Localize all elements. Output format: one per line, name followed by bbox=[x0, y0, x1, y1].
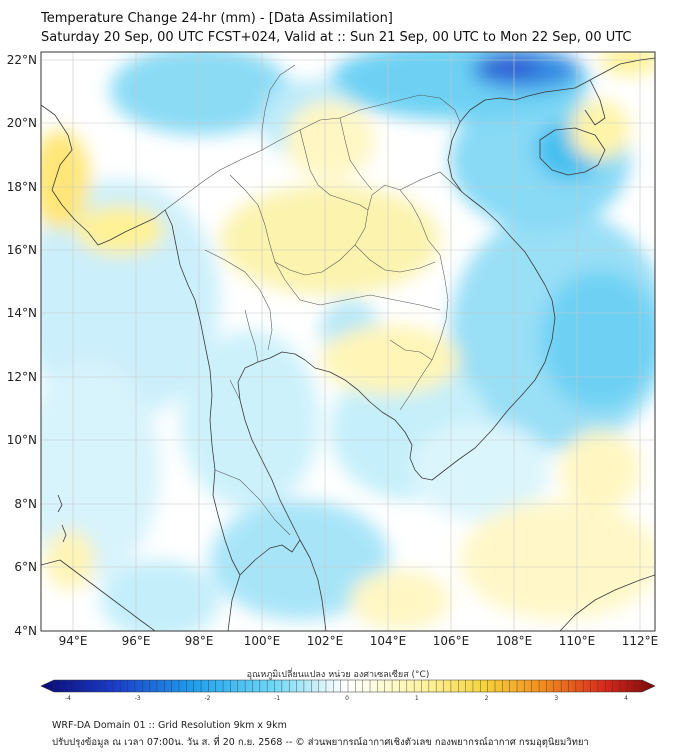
lat-label: 10°N bbox=[7, 433, 37, 447]
colorbar-tick-label: -2 bbox=[205, 695, 211, 700]
colorbar-divisions bbox=[53, 680, 643, 692]
lon-label: 110°E bbox=[559, 634, 596, 648]
colorbar-tick-label: -1 bbox=[274, 695, 280, 700]
lon-label: 106°E bbox=[433, 634, 470, 648]
colorbar-title: อุณหภูมิเปลี่ยนแปลง หน่วย องศาเซลเซียส (… bbox=[246, 670, 430, 680]
colorbar-ticks: -4 -3 -2 -1 0 1 2 3 4 bbox=[65, 695, 628, 700]
map-figure: 22°N 20°N 18°N 16°N 14°N 12°N 10°N 8°N 6… bbox=[7, 51, 659, 700]
map-subtitle: Saturday 20 Sep, 00 UTC FCST+024, Valid … bbox=[41, 30, 632, 45]
footer-model-info: WRF-DA Domain 01 :: Grid Resolution 9km … bbox=[52, 720, 287, 731]
colorbar-tick-label: 4 bbox=[624, 695, 628, 700]
lat-label: 18°N bbox=[7, 180, 37, 194]
map-title: Temperature Change 24-hr (mm) - [Data As… bbox=[41, 11, 393, 26]
lat-label: 22°N bbox=[7, 53, 37, 67]
lat-label: 8°N bbox=[14, 497, 37, 511]
lon-label: 104°E bbox=[370, 634, 407, 648]
colorbar-tick-label: 1 bbox=[415, 695, 419, 700]
lon-label: 96°E bbox=[122, 634, 151, 648]
lon-label: 108°E bbox=[496, 634, 533, 648]
colorbar-tick-label: -4 bbox=[65, 695, 71, 700]
colorbar-tick-label: 3 bbox=[554, 695, 558, 700]
lat-label: 12°N bbox=[7, 370, 37, 384]
graticule bbox=[41, 52, 655, 631]
lon-label: 102°E bbox=[307, 634, 344, 648]
colorbar-tick-label: -3 bbox=[135, 695, 141, 700]
lat-label: 20°N bbox=[7, 116, 37, 130]
lat-axis: 22°N 20°N 18°N 16°N 14°N 12°N 10°N 8°N 6… bbox=[7, 53, 37, 638]
lon-label: 98°E bbox=[185, 634, 214, 648]
lat-label: 6°N bbox=[14, 560, 37, 574]
admin-borders bbox=[164, 64, 463, 536]
lon-axis: 94°E 96°E 98°E 100°E 102°E 104°E 106°E 1… bbox=[59, 634, 659, 648]
colorbar-tick-label: 2 bbox=[485, 695, 489, 700]
lat-label: 16°N bbox=[7, 243, 37, 257]
lat-label: 14°N bbox=[7, 306, 37, 320]
lon-label: 100°E bbox=[244, 634, 281, 648]
colorbar: -4 -3 -2 -1 0 1 2 3 4 bbox=[40, 679, 656, 700]
footer-credit: ปรับปรุงข้อมูล ณ เวลา 07:00น. วัน ส. ที่… bbox=[52, 737, 589, 748]
lon-label: 94°E bbox=[59, 634, 88, 648]
temperature-field bbox=[41, 52, 655, 631]
coastlines bbox=[41, 57, 655, 631]
colorbar-tick-label: 0 bbox=[345, 695, 349, 700]
lat-label: 4°N bbox=[14, 624, 37, 638]
map-frame bbox=[40, 51, 656, 632]
lon-label: 112°E bbox=[622, 634, 659, 648]
